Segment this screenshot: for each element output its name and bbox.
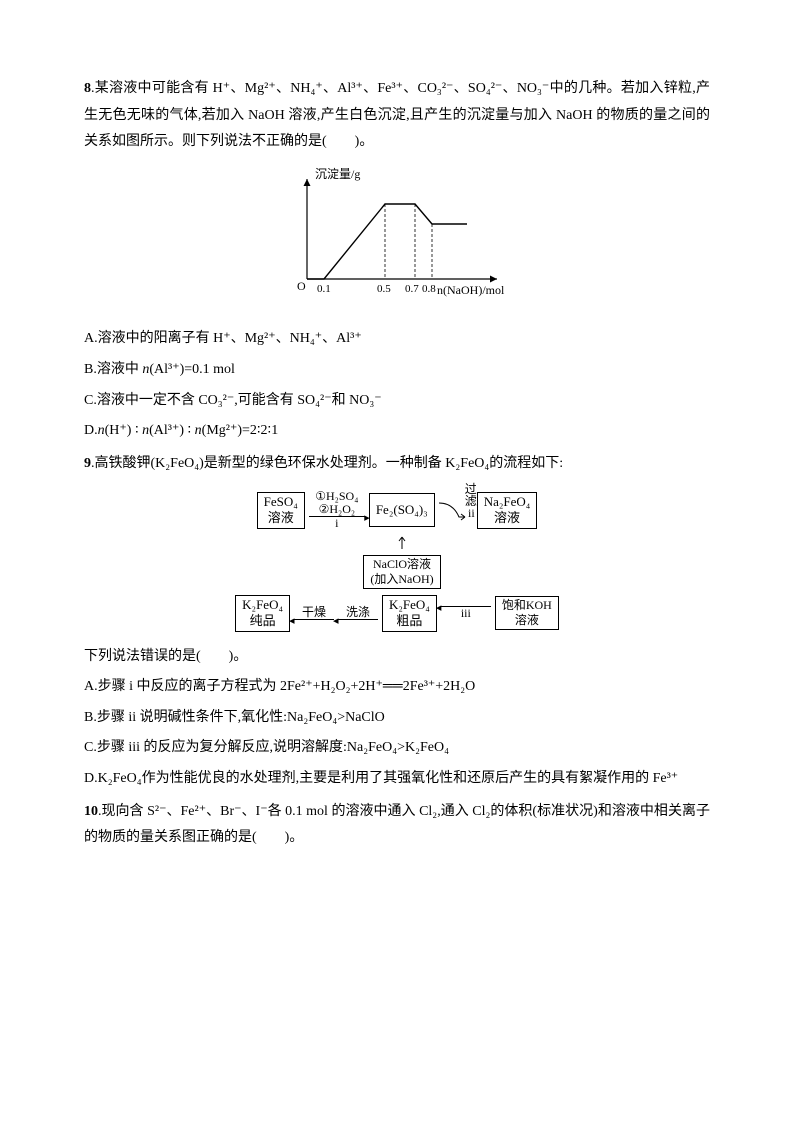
iii-lbl: iii — [461, 607, 471, 620]
q8d-m3: (Mg²⁺)=2∶2∶1 — [202, 423, 279, 438]
bncl2: (加入NaOH) — [370, 572, 433, 586]
b4l2: 粗品 — [396, 613, 422, 628]
q8-optC: C.溶液中一定不含 CO₃²⁻,可能含有 SO₄²⁻和 NO₃⁻ — [84, 388, 710, 415]
q10-stem-text: .现向含 S²⁻、Fe²⁺、Br⁻、I⁻各 0.1 mol 的溶液中通入 Cl₂… — [84, 804, 710, 846]
flow-box-crude: K₂FeO₄ 粗品 — [382, 595, 437, 632]
step1-l3: i — [335, 517, 338, 530]
q9-flow: FeSO₄ 溶液 ①H₂SO₄ ②H₂O₂ ▸ i Fe₂(SO₄)₃ 过 滤 … — [84, 485, 710, 631]
xt2: 0.5 — [377, 283, 391, 295]
flow-box-fe2so43: Fe₂(SO₄)₃ — [369, 493, 435, 527]
q9-optD: D.K₂FeO₄作为性能优良的水处理剂,主要是利用了其强氧化性和还原后产生的具有… — [84, 766, 710, 793]
b3l2: 溶液 — [494, 510, 520, 525]
wash-lbl: 洗涤 — [346, 606, 370, 619]
q8-stem-text: .某溶液中可能含有 H⁺、Mg²⁺、NH₄⁺、Al³⁺、Fe³⁺、CO₃²⁻、S… — [84, 81, 710, 149]
q8-graph: O 沉淀量/g n(NaOH)/mol 0.1 0.5 0.7 0.8 — [84, 164, 710, 315]
xt1: 0.1 — [317, 283, 331, 295]
b5l1: K₂FeO₄ — [242, 597, 283, 612]
q8b-post: (Al³⁺)=0.1 mol — [149, 362, 235, 377]
bkl1: 饱和KOH — [502, 598, 552, 612]
q8-optD: D.n(H⁺) ∶ n(Al³⁺) ∶ n(Mg²⁺)=2∶2∶1 — [84, 418, 710, 445]
xlabel: n(NaOH)/mol — [437, 283, 505, 297]
q8-optA: A.溶液中的阳离子有 H⁺、Mg²⁺、NH₄⁺、Al³⁺ — [84, 326, 710, 353]
xt4: 0.8 — [422, 283, 436, 295]
q8d-n3: n — [195, 423, 202, 438]
q8d-m2: (Al³⁺) ∶ — [149, 423, 195, 438]
q9-stem: 9.高铁酸钾(K₂FeO₄)是新型的绿色环保水处理剂。一种制备 K₂FeO₄的流… — [84, 451, 710, 478]
q9-optA: A.步骤 i 中反应的离子方程式为 2Fe²⁺+H₂O₂+2H⁺══2Fe³⁺+… — [84, 674, 710, 701]
q8d-n1: n — [98, 423, 105, 438]
flow-box-na2feo4: Na₂FeO₄ 溶液 — [477, 492, 538, 529]
q9-optC: C.步骤 iii 的反应为复分解反应,说明溶解度:Na₂FeO₄>K₂FeO₄ — [84, 735, 710, 762]
bkl2: 溶液 — [515, 613, 539, 627]
q8b-pre: B.溶液中 — [84, 362, 142, 377]
q8d-pre: D. — [84, 423, 98, 438]
q9-optB: B.步骤 ii 说明碱性条件下,氧化性:Na₂FeO₄>NaClO — [84, 705, 710, 732]
b3l1: Na₂FeO₄ — [484, 494, 531, 509]
q8d-m1: (H⁺) ∶ — [105, 423, 142, 438]
flow-box-naclo: NaClO溶液 (加入NaOH) — [363, 555, 440, 589]
q9-sub: 下列说法错误的是( )。 — [84, 644, 710, 671]
ylabel: 沉淀量/g — [315, 167, 360, 181]
b1l2: 溶液 — [268, 510, 294, 525]
q8-number: 8 — [84, 81, 91, 96]
origin-label: O — [297, 279, 306, 293]
flow-box-feso4: FeSO₄ 溶液 — [257, 492, 305, 529]
b1l1: FeSO₄ — [264, 494, 298, 509]
q8-stem: 8.某溶液中可能含有 H⁺、Mg²⁺、NH₄⁺、Al³⁺、Fe³⁺、CO₃²⁻、… — [84, 76, 710, 156]
bncl1: NaClO溶液 — [373, 557, 431, 571]
flow-box-pure: K₂FeO₄ 纯品 — [235, 595, 290, 632]
b4l1: K₂FeO₄ — [389, 597, 430, 612]
xt3: 0.7 — [405, 283, 419, 295]
b5l2: 纯品 — [250, 613, 276, 628]
step1-l2: ②H₂O₂ — [319, 503, 355, 516]
q9-stem-text: .高铁酸钾(K₂FeO₄)是新型的绿色环保水处理剂。一种制备 K₂FeO₄的流程… — [91, 456, 563, 471]
q10-number: 10 — [84, 804, 98, 819]
q9-number: 9 — [84, 456, 91, 471]
q8-optB: B.溶液中 n(Al³⁺)=0.1 mol — [84, 357, 710, 384]
flow-box-koh: 饱和KOH 溶液 — [495, 596, 559, 630]
q10-stem: 10.现向含 S²⁻、Fe²⁺、Br⁻、I⁻各 0.1 mol 的溶液中通入 C… — [84, 799, 710, 852]
dry-lbl: 干燥 — [302, 606, 326, 619]
